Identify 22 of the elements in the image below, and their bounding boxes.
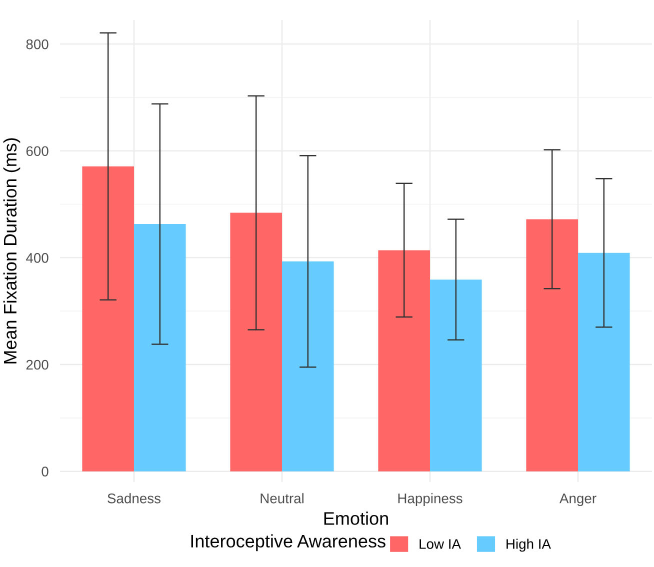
bar	[430, 280, 482, 472]
bar	[578, 252, 630, 472]
x-tick-label: Happiness	[398, 493, 462, 506]
bar	[134, 224, 186, 472]
y-tick-label: 200	[26, 360, 48, 370]
x-tick-label: Neutral	[260, 493, 304, 504]
x-tick-label: Anger	[560, 494, 596, 506]
bar	[82, 166, 134, 472]
y-axis-title: Mean Fixation Duration (ms)	[3, 138, 20, 364]
legend-label: Low IA	[420, 539, 461, 549]
bar	[526, 219, 578, 472]
x-tick-label: Sadness	[108, 493, 161, 504]
y-tick-label: 800	[26, 39, 48, 50]
y-tick-label: 0	[42, 466, 48, 476]
legend-label: High IA	[506, 538, 551, 552]
bar	[282, 261, 334, 472]
legend-title: Interoceptive Awareness	[191, 534, 386, 552]
y-tick-label: 600	[26, 146, 48, 156]
bar	[378, 250, 430, 472]
y-tick-label: 400	[26, 253, 48, 263]
x-axis-title: Emotion	[324, 512, 388, 525]
bar	[230, 212, 282, 472]
